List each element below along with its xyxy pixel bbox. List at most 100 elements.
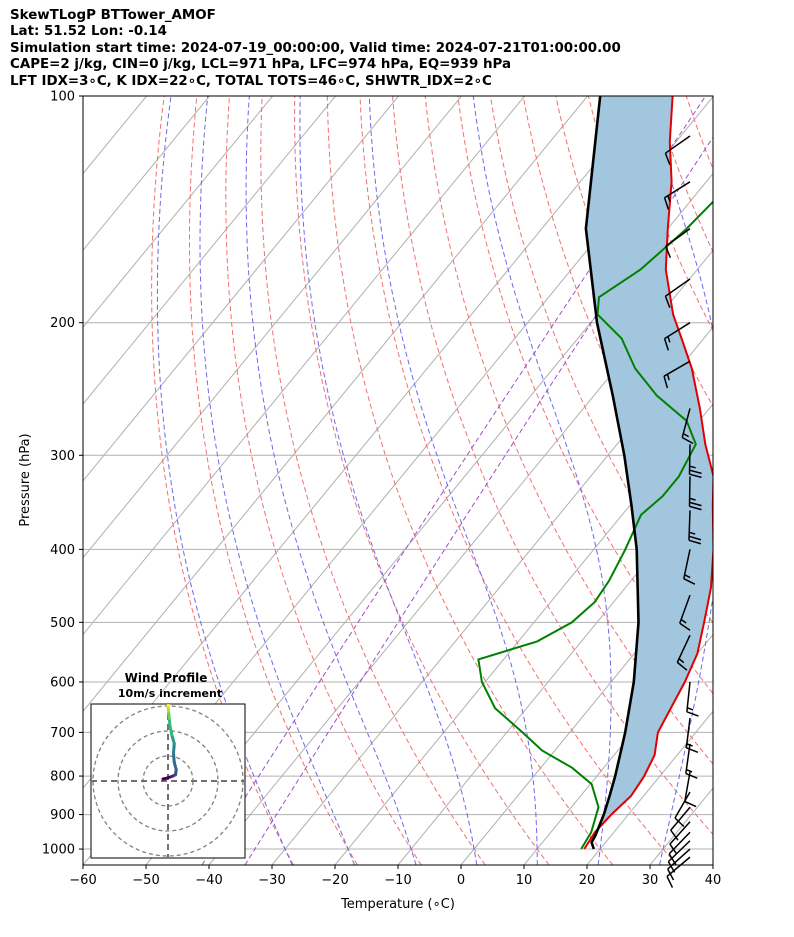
wind-barb: [674, 791, 691, 828]
wind-barb-flag: [676, 661, 688, 671]
indices-line: LFT IDX=3∘C, K IDX=22∘C, TOTAL TOTS=46∘C…: [10, 73, 492, 89]
x-tick-label: −20: [321, 873, 348, 888]
wind-barb-staff: [664, 278, 691, 297]
wind-barb-flag: [669, 843, 678, 855]
isotherm-line: [83, 96, 525, 636]
dry-adiabat-line: [326, 96, 614, 865]
wind-barb-flag: [663, 197, 670, 210]
isotherm-line: [712, 864, 713, 865]
wind-barb-flag: [668, 853, 677, 865]
wind-barb-half-flag: [684, 574, 691, 579]
wind-barb-flag: [689, 469, 702, 475]
wind-barb-staff: [685, 717, 691, 748]
y-tick-label: 400: [50, 543, 75, 558]
wind-barb-flag: [686, 747, 699, 753]
dry-adiabat-line: [392, 96, 713, 836]
isotherm-line: [397, 480, 713, 865]
wind-barb-half-flag: [678, 658, 685, 664]
moist-adiabat-line: [245, 96, 417, 865]
wind-barb-half-flag: [687, 707, 694, 711]
dry-adiabat-line: [151, 96, 294, 865]
hodograph-inset: Wind Profile 10m/s increment: [90, 671, 246, 859]
location-line: Lat: 51.52 Lon: -0.14: [10, 24, 167, 40]
wind-barb-half-flag: [680, 618, 687, 624]
wind-barb: [665, 227, 691, 258]
cape-area-lower: [592, 455, 713, 836]
y-tick-label: 1000: [42, 843, 75, 858]
hodograph-plot: [91, 704, 245, 858]
time-line: Simulation start time: 2024-07-19_00:00:…: [10, 40, 621, 56]
wind-barb: [664, 278, 691, 309]
wind-barb-staff: [669, 821, 691, 845]
dry-adiabat-line: [189, 96, 358, 865]
dry-adiabat-line: [719, 96, 794, 865]
wind-barb-flag: [665, 245, 672, 258]
wind-barb-flag: [679, 622, 691, 631]
wind-barb: [685, 717, 699, 753]
wind-barb-flag: [674, 817, 685, 828]
hodograph-segment: [172, 742, 176, 755]
dry-adiabat-line: [784, 96, 794, 865]
y-axis-label: Pressure (hPa): [18, 433, 33, 526]
wind-barb-staff: [686, 681, 691, 712]
wind-barb-staff: [688, 510, 691, 541]
dry-adiabat-line: [752, 96, 794, 865]
hodograph-segment: [170, 733, 176, 745]
wind-barb-flag: [667, 861, 676, 873]
cape-fill: [585, 96, 713, 836]
y-tick-label: 300: [50, 449, 75, 464]
isotherm-line: [271, 326, 713, 865]
wind-barb: [676, 634, 691, 671]
wind-barb-flag: [666, 876, 674, 888]
x-axis-label: Temperature (∘C): [340, 897, 455, 912]
wind-barb-flag: [664, 295, 671, 309]
isotherm-line: [83, 96, 462, 559]
dewpoint-line: [477, 200, 713, 850]
x-tick-label: 40: [705, 873, 722, 888]
y-tick-label: 700: [50, 726, 75, 741]
wind-barb-flag: [685, 772, 698, 779]
wind-barb-flag: [689, 473, 702, 479]
wind-barb-staff: [674, 791, 691, 819]
wind-barb-staff: [684, 771, 691, 802]
wind-barb-half-flag: [689, 531, 696, 535]
y-tick-label: 900: [50, 808, 75, 823]
wind-barb-half-flag: [667, 195, 671, 202]
wind-barb-staff: [664, 135, 691, 154]
wind-barb-half-flag: [689, 497, 696, 501]
wind-barb-half-flag: [686, 768, 693, 773]
mixing-ratio-line: [201, 96, 707, 865]
wind-barb-staff: [666, 856, 691, 877]
y-tick-label: 200: [50, 316, 75, 331]
hodograph-segment: [166, 704, 171, 708]
wind-barb-flag: [663, 376, 669, 389]
y-tick-label: 500: [50, 616, 75, 631]
temperature-line: [583, 96, 713, 850]
wind-barb: [679, 594, 691, 631]
wind-barb-staff: [688, 476, 691, 507]
chart-title: SkewTLogP BTTower_AMOF: [10, 8, 216, 23]
isotherm-line: [460, 556, 713, 865]
moist-adiabat-line: [472, 96, 612, 865]
x-tick-label: 0: [457, 873, 465, 888]
wind-barb-flag: [667, 868, 675, 881]
y-tick-label: 600: [50, 675, 75, 690]
wind-barb: [669, 821, 691, 855]
x-tick-label: 10: [516, 873, 533, 888]
wind-barb-staff: [681, 408, 691, 438]
wind-barb: [664, 135, 691, 165]
axis-ticks: −60 −50 −40 −30 −20 −10 0 10 20 30 40 100 200 300 400 5…: [42, 90, 721, 889]
wind-barb: [688, 444, 702, 479]
wind-barb-half-flag: [686, 743, 693, 747]
dry-adiabat-line: [490, 96, 713, 624]
wind-barbs: [663, 135, 702, 888]
moist-adiabat-line: [156, 96, 293, 865]
cape-line: CAPE=2 j/kg, CIN=0 j/kg, LCL=971 hPa, LF…: [10, 57, 512, 73]
wind-barb-flag: [670, 829, 679, 841]
wind-barb-flag: [664, 152, 671, 165]
wind-barb-flag: [689, 505, 702, 511]
wind-barb: [663, 181, 691, 210]
x-tick-label: −60: [69, 873, 96, 888]
hodograph-title: Wind Profile: [125, 671, 208, 685]
wind-barb: [688, 476, 702, 511]
